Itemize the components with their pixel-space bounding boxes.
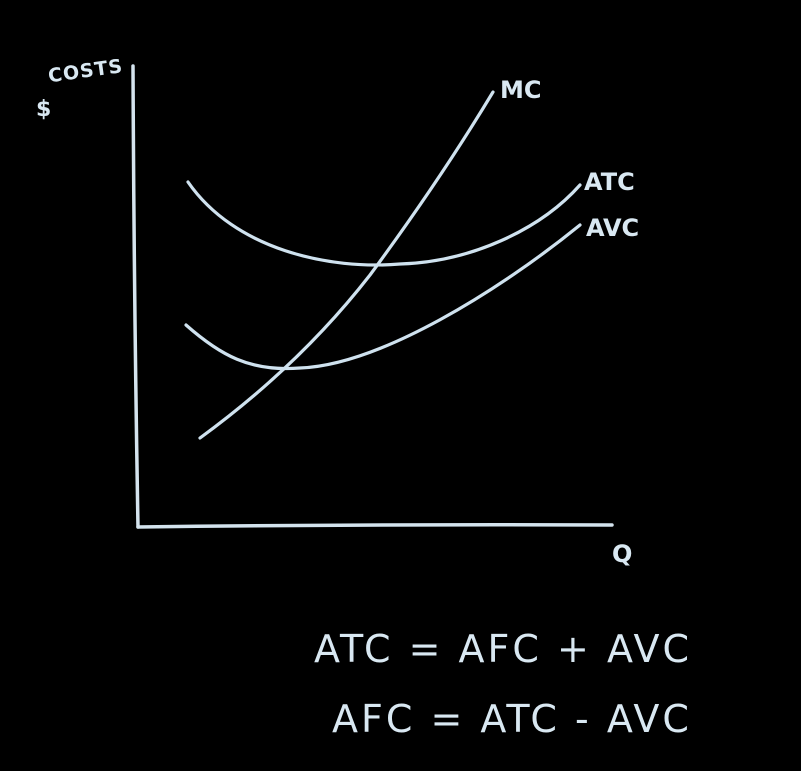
y-axis <box>131 64 140 529</box>
formula-afc: AFC = ATC - AVC <box>332 697 692 741</box>
formula-atc: ATC = AFC + AVC <box>314 627 692 671</box>
x-axis-label-q: Q <box>612 540 632 568</box>
avc-curve <box>184 223 582 371</box>
x-axis <box>136 523 614 529</box>
y-axis-label-costs: COSTS <box>47 55 125 87</box>
y-axis-label-dollar: $ <box>36 97 51 122</box>
mc-label: MC <box>500 76 542 104</box>
atc-label: ATC <box>584 168 635 196</box>
mc-curve <box>198 90 495 440</box>
atc-curve <box>186 180 582 267</box>
avc-label: AVC <box>586 214 639 242</box>
